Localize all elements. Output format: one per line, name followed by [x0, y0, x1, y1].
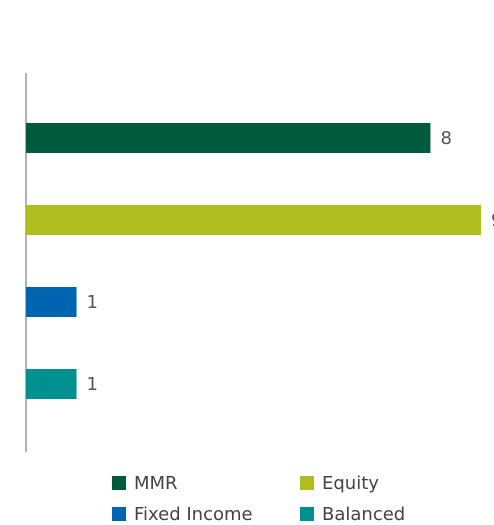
bar	[26, 123, 431, 153]
value-label: 1	[87, 292, 98, 313]
legend-label: Fixed Income	[134, 504, 253, 525]
legend-swatch	[300, 476, 314, 490]
legend-label: Equity	[322, 473, 379, 494]
legend-label: MMR	[134, 473, 178, 494]
bar	[26, 369, 77, 399]
value-label: 8	[440, 128, 451, 149]
legend-label: Balanced	[322, 504, 405, 525]
value-label: 1	[87, 374, 98, 395]
legend-swatch	[300, 507, 314, 521]
value-label: 9	[491, 210, 494, 231]
bar	[26, 287, 77, 317]
bar	[26, 205, 481, 235]
legend-swatch	[112, 507, 126, 521]
legend-swatch	[112, 476, 126, 490]
